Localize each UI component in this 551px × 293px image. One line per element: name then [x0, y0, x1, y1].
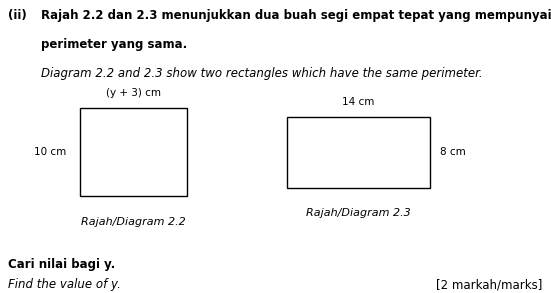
Bar [80, 108, 187, 196]
Text: Diagram 2.2 and 2.3 show two rectangles which have the same perimeter.: Diagram 2.2 and 2.3 show two rectangles … [41, 67, 483, 80]
Text: 14 cm: 14 cm [342, 97, 374, 107]
Text: perimeter yang sama.: perimeter yang sama. [41, 38, 187, 51]
Text: (y + 3) cm: (y + 3) cm [106, 88, 161, 98]
Text: 10 cm: 10 cm [34, 147, 66, 157]
Text: Cari nilai bagi y.: Cari nilai bagi y. [8, 258, 116, 271]
Text: (ii): (ii) [8, 9, 27, 22]
Bar [287, 117, 430, 188]
Text: [2 markah/marks]: [2 markah/marks] [436, 278, 543, 291]
Text: Find the value of y.: Find the value of y. [8, 278, 121, 291]
Text: Rajah/Diagram 2.2: Rajah/Diagram 2.2 [81, 217, 186, 227]
Text: Rajah 2.2 dan 2.3 menunjukkan dua buah segi empat tepat yang mempunyai: Rajah 2.2 dan 2.3 menunjukkan dua buah s… [41, 9, 551, 22]
Text: Rajah/Diagram 2.3: Rajah/Diagram 2.3 [306, 208, 410, 218]
Text: 8 cm: 8 cm [440, 147, 466, 157]
